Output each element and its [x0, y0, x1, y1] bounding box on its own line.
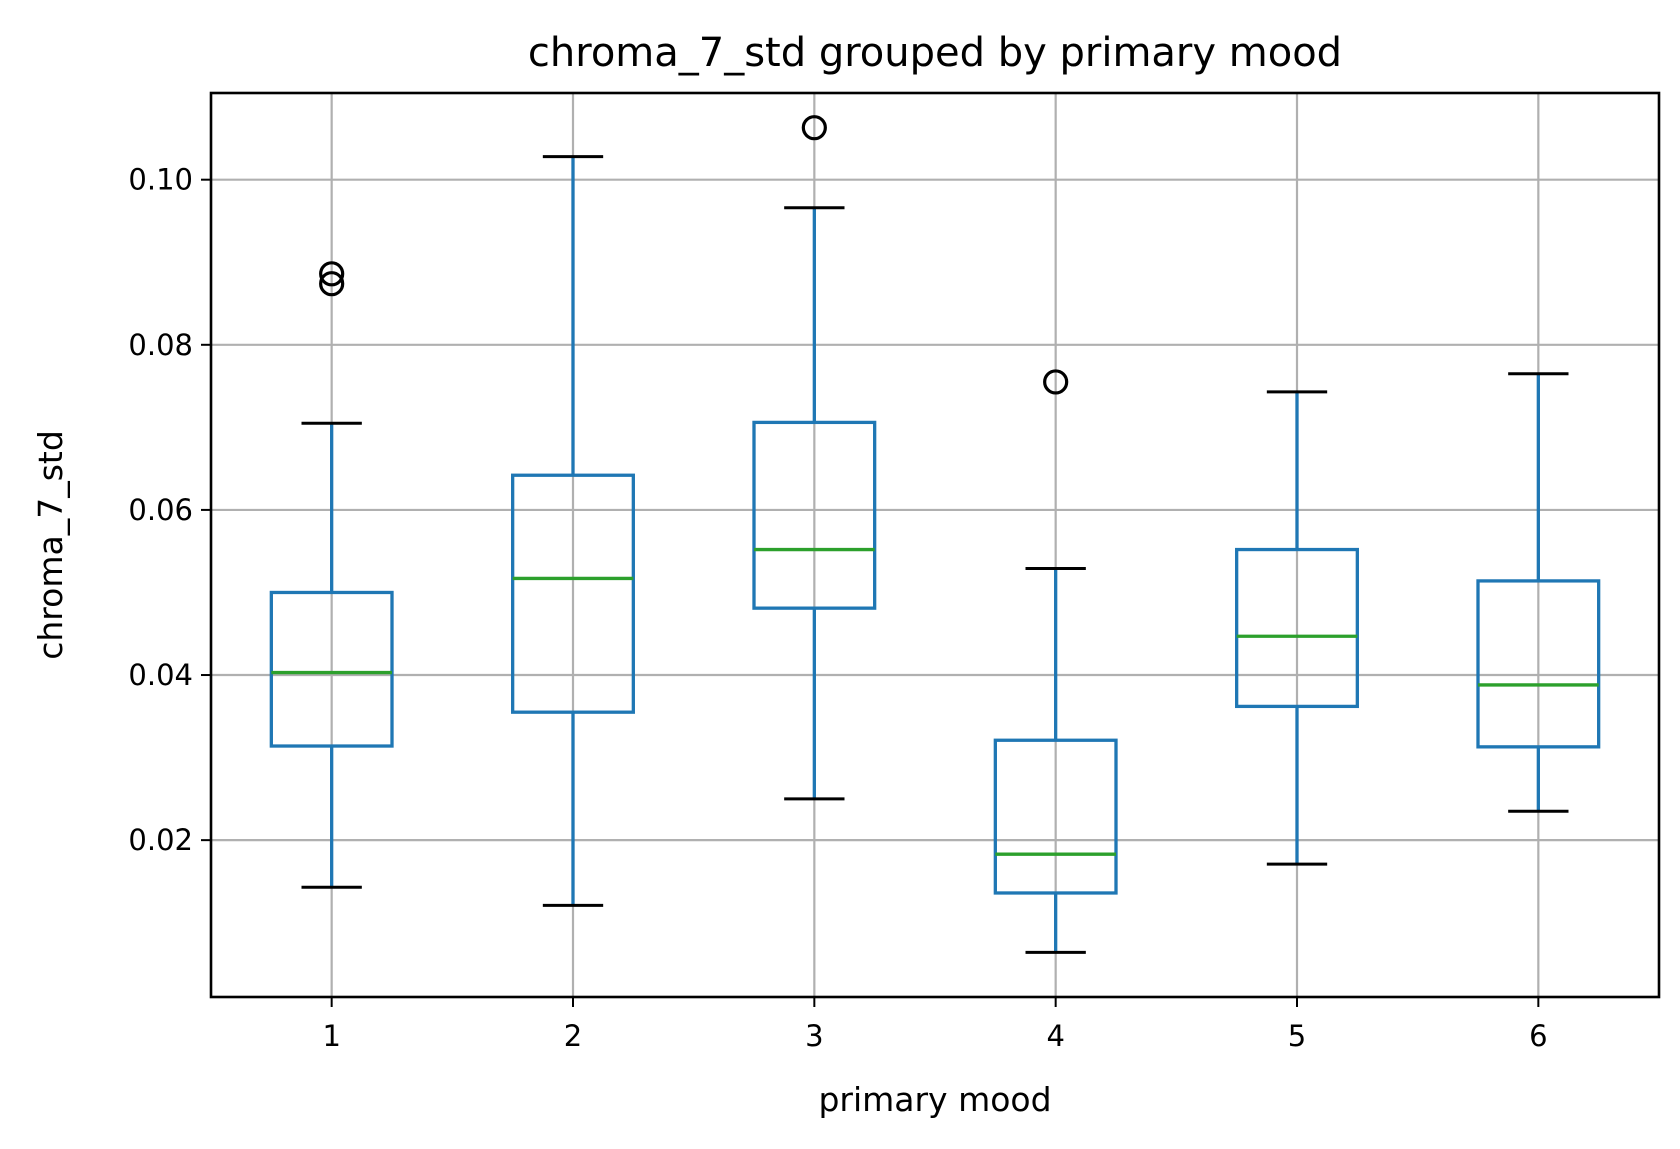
box-group-6	[1476, 372, 1601, 813]
y-tick-label: 0.02	[128, 823, 193, 857]
x-tick-label: 3	[805, 1019, 823, 1053]
outlier-point	[319, 271, 345, 297]
x-tick-label: 5	[1288, 1019, 1306, 1053]
x-tick-label: 2	[564, 1019, 582, 1053]
axis-ticks: 1 2 3 4 5 6 0.02 0.04 0.06 0.08 0.10	[128, 163, 1547, 1053]
x-tick-label: 4	[1046, 1019, 1064, 1053]
x-axis-label: primary mood	[818, 1080, 1051, 1119]
y-tick-label: 0.04	[128, 658, 193, 692]
iqr-box	[752, 420, 877, 610]
iqr-box	[511, 473, 635, 714]
box-group-2	[511, 155, 635, 907]
iqr-box	[993, 738, 1118, 895]
plot-frame	[209, 91, 1661, 999]
box-group-4	[993, 369, 1118, 954]
iqr-box	[269, 590, 394, 748]
y-tick-label: 0.10	[128, 163, 193, 197]
x-tick-label: 1	[322, 1019, 340, 1053]
outlier-point	[1043, 369, 1069, 395]
box-group-3	[752, 115, 877, 801]
box-group-1	[269, 261, 394, 889]
iqr-box	[1476, 579, 1601, 749]
box-group-5	[1235, 390, 1359, 866]
chart-title: chroma_7_std grouped by primary mood	[528, 30, 1342, 76]
x-tick-label: 6	[1529, 1019, 1547, 1053]
iqr-box	[1235, 547, 1359, 709]
outlier-point	[801, 115, 827, 141]
y-tick-label: 0.06	[128, 493, 193, 527]
y-tick-label: 0.08	[128, 328, 193, 362]
y-axis-label: chroma_7_std	[31, 430, 70, 660]
box-plots	[269, 115, 1601, 954]
outlier-point	[319, 261, 345, 287]
grid-lines	[211, 93, 1659, 997]
